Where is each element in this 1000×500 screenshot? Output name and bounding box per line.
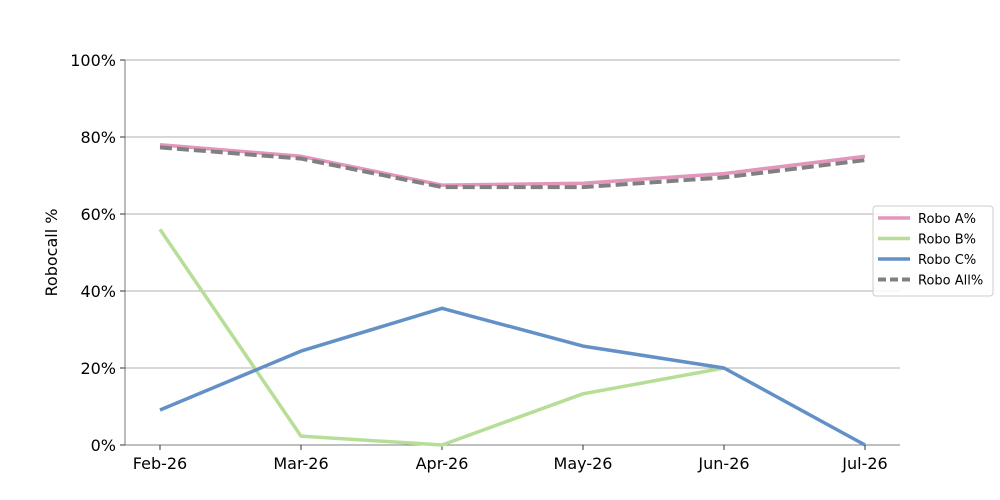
y-tick-label: 0% [91, 436, 116, 455]
x-tick-label: Mar-26 [273, 454, 328, 473]
y-tick-label: 60% [80, 205, 116, 224]
x-tick-label: Jun-26 [697, 454, 749, 473]
axes [120, 59, 900, 450]
tick-labels: 0% 20% 40% 60% 80% 100% Feb-26 Mar-26 Apr-26 May-… [70, 51, 887, 473]
grid-lines [125, 59, 900, 369]
y-tick-label: 100% [70, 51, 116, 70]
y-axis-label: Robocall % [42, 209, 61, 297]
legend-label: Robo All% [918, 274, 983, 289]
series-lines [158, 142, 866, 447]
legend-label: Robo A% [918, 212, 976, 227]
y-tick-label: 80% [80, 128, 116, 147]
y-tick-label: 40% [80, 282, 116, 301]
y-tick-label: 20% [80, 359, 116, 378]
x-tick-label: Apr-26 [416, 454, 469, 473]
x-tick-label: Feb-26 [133, 454, 187, 473]
legend-box [872, 205, 994, 297]
series-line-robo-a [159, 142, 866, 187]
series-line-robo-c [159, 306, 866, 447]
legend-label: Robo B% [918, 233, 976, 248]
x-tick-label: Jul-26 [841, 454, 887, 473]
legend-label: Robo C% [918, 253, 976, 268]
series-line-robo-b [158, 228, 725, 447]
legend: Robo A% Robo B% Robo C% Robo All% [872, 205, 994, 297]
x-tick-label: May-26 [554, 454, 613, 473]
